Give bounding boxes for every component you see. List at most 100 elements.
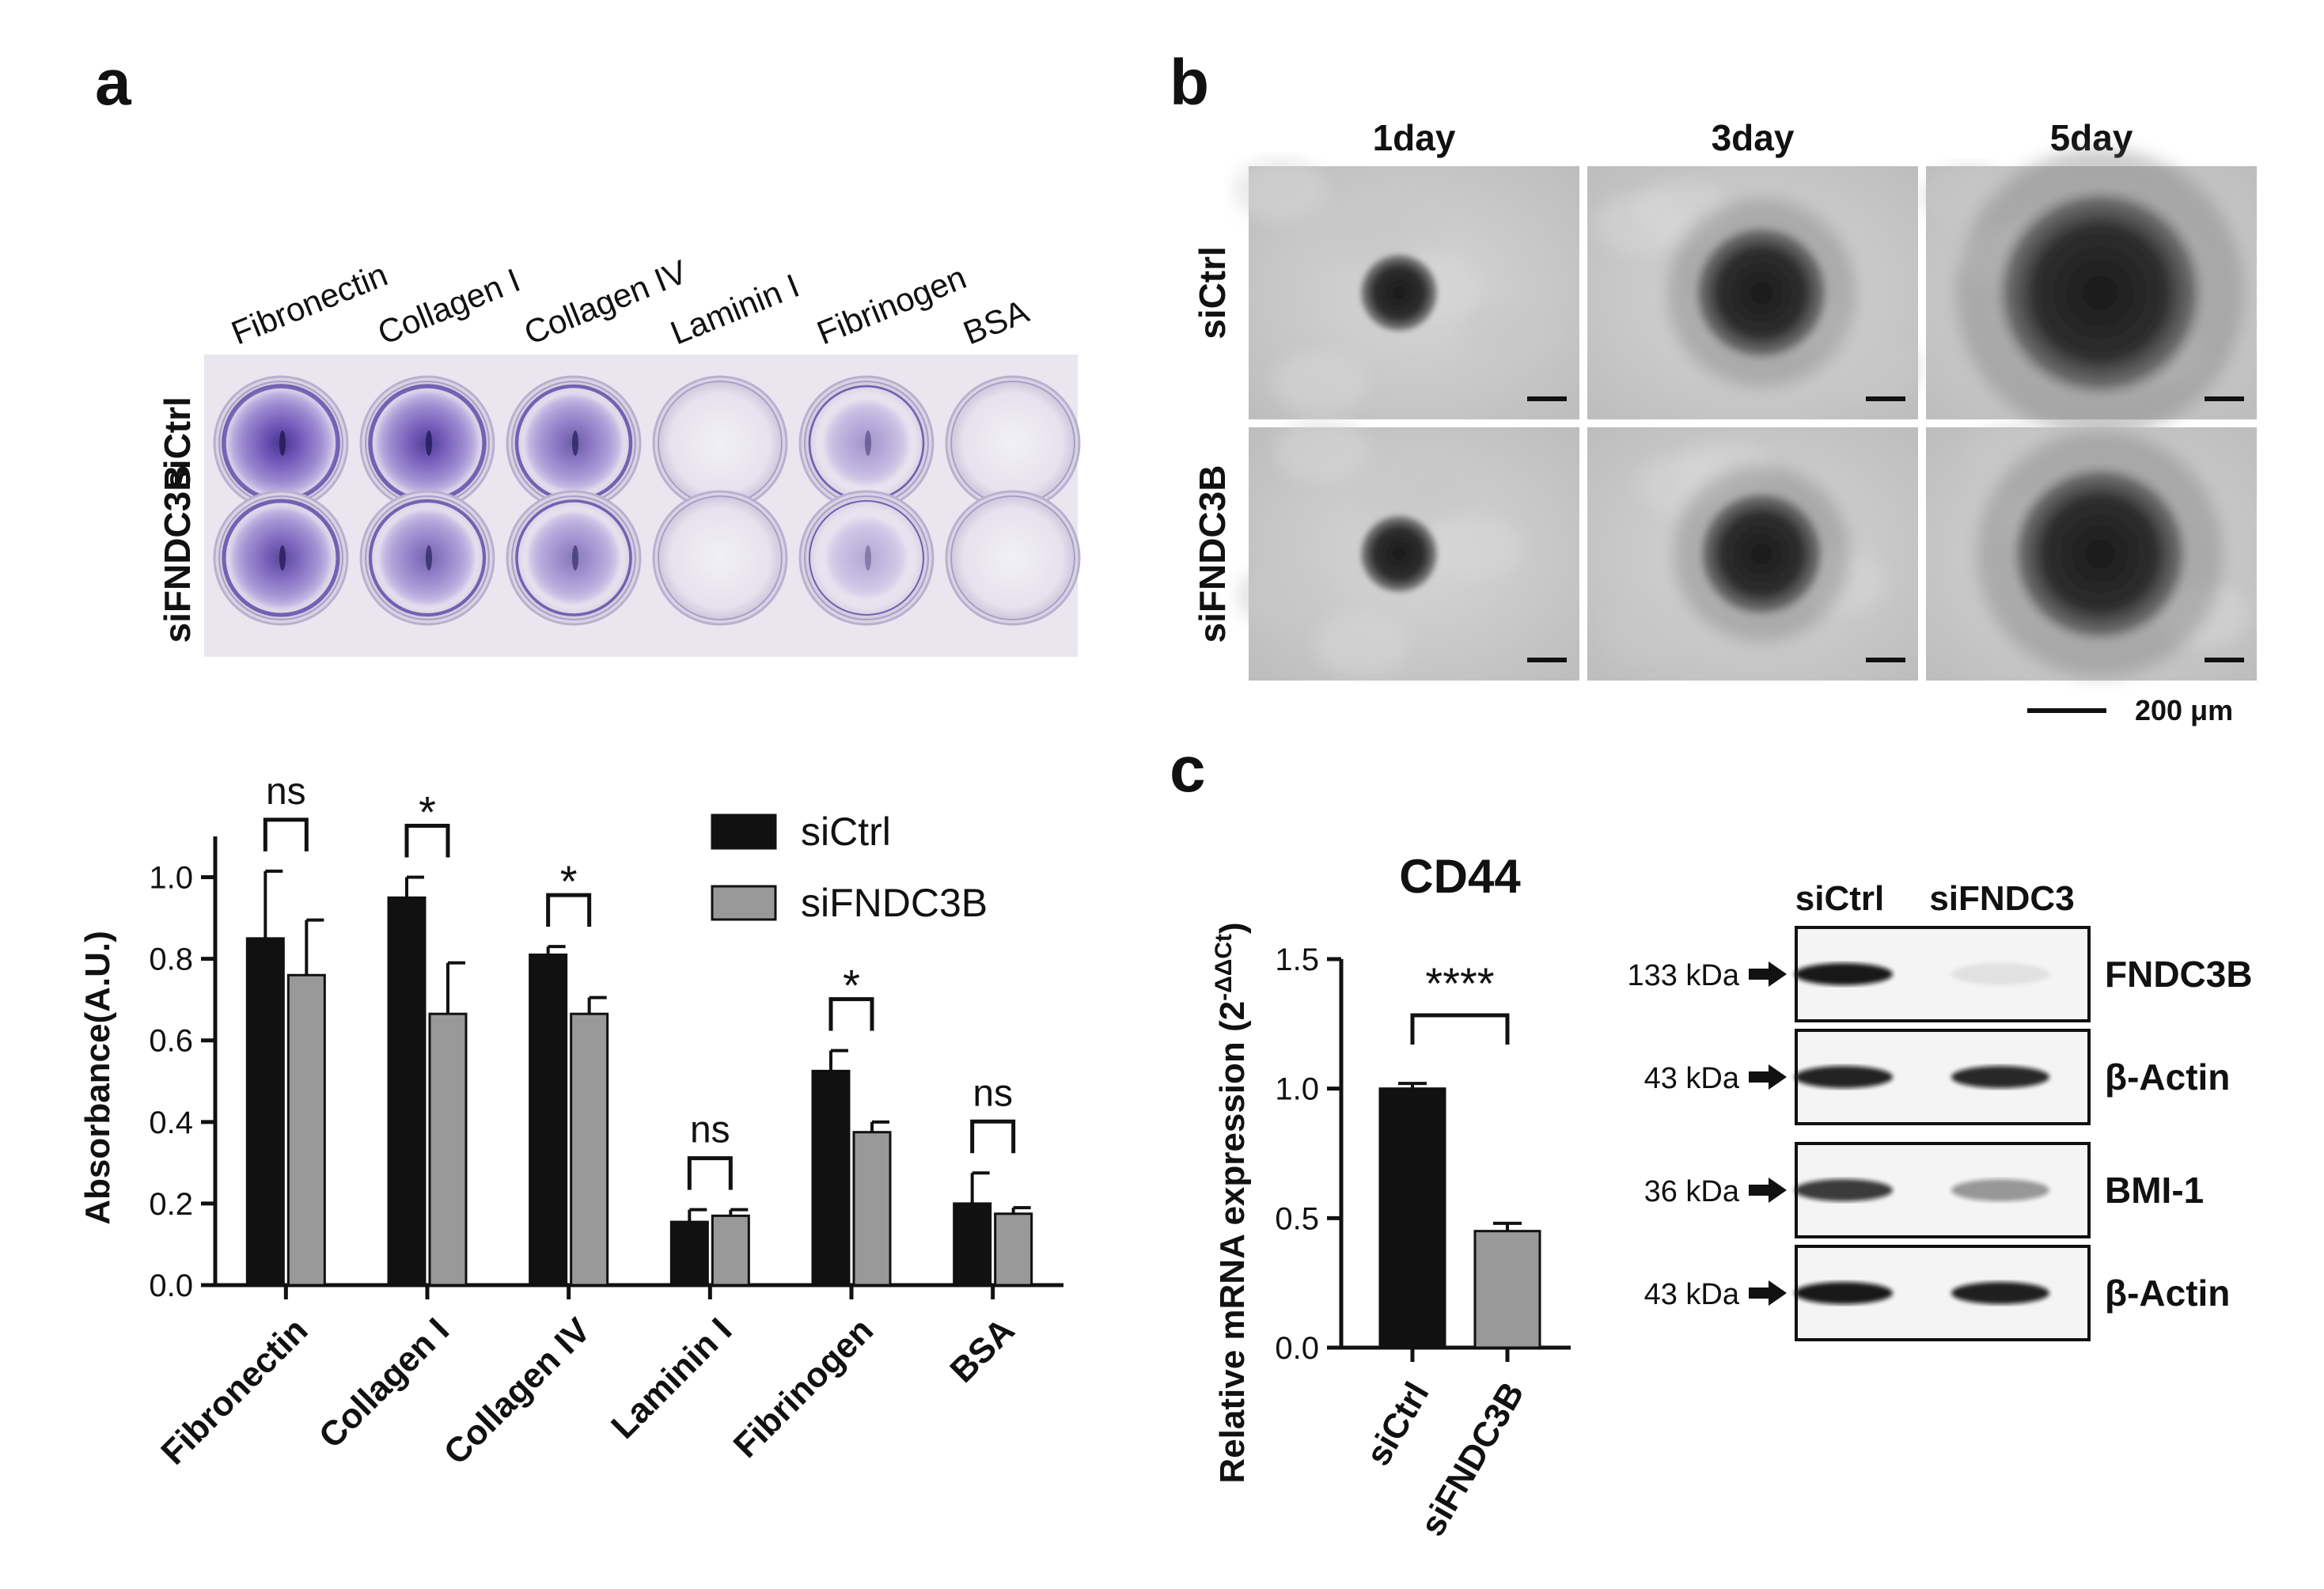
chart-a-bar	[245, 937, 285, 1287]
chart-a-bar	[428, 1012, 468, 1287]
plate-well	[652, 375, 788, 511]
plate-well	[652, 490, 788, 626]
chart-c-sig-bracket	[1410, 1013, 1510, 1045]
chart-a-bar	[711, 1214, 750, 1287]
western-blot-row: 36 kDa BMI-1	[1644, 1142, 2204, 1238]
western-column-label: siCtrl	[1795, 879, 1884, 918]
arrow-right-icon	[1749, 961, 1787, 987]
spheroid-column-title: 3day	[1712, 117, 1795, 158]
plate-well	[798, 375, 935, 511]
western-blot: siCtrl siFNDC3 133 kDa FNDC3B 43 kDa β-Actin 3…	[1627, 879, 2253, 1341]
chart-a-sig-bracket	[546, 893, 592, 927]
chart-a-bar	[669, 1220, 709, 1287]
plate-row-label-0: siCtrl	[157, 396, 198, 490]
western-band	[1795, 1066, 1893, 1088]
chart-a-y-tick-label: 0.2	[149, 1187, 193, 1222]
western-kda-label: 43 kDa	[1644, 1278, 1740, 1311]
western-band	[1795, 1179, 1893, 1201]
chart-c-category-label: siCtrl	[1359, 1376, 1437, 1473]
plate-well	[213, 490, 349, 626]
plate-well-label: Fibronectin	[226, 256, 392, 351]
chart-a-sig-label: *	[843, 961, 860, 1011]
chart-a-category-label: Fibrinogen	[726, 1310, 881, 1465]
western-band	[1951, 1179, 2049, 1201]
plate-row-label-1: siFNDC3B	[157, 465, 198, 643]
chart-c-title: CD44	[1399, 850, 1521, 903]
spheroid-row-label: siFNDC3B	[1192, 465, 1233, 643]
western-kda-label: 133 kDa	[1627, 959, 1739, 992]
plate-well-label: Fibrinogen	[812, 258, 972, 351]
plate-well-label: Collagen IV	[519, 252, 692, 351]
arrow-right-icon	[1749, 1280, 1787, 1306]
western-band	[1795, 1282, 1893, 1304]
chart-c-bar	[1378, 1087, 1446, 1349]
western-column-label: siFNDC3	[1929, 879, 2074, 918]
chart-a-category-label: Collagen IV	[437, 1310, 599, 1473]
western-band	[1795, 963, 1893, 985]
arrow-right-icon	[1749, 1064, 1787, 1090]
chart-a-category-label: Laminin I	[604, 1310, 739, 1446]
panel-letter-c: c	[1170, 734, 1206, 806]
chart-a-sig-bracket	[970, 1119, 1016, 1154]
chart-a-legend-label: siFNDC3B	[801, 881, 988, 925]
panel-letter-b: b	[1170, 47, 1209, 119]
western-protein-label: BMI-1	[2105, 1170, 2204, 1211]
chart-a-sig-label: ns	[266, 771, 306, 813]
chart-a-sig-label: *	[419, 787, 436, 837]
western-kda-label: 36 kDa	[1644, 1175, 1740, 1208]
scale-bar-label: 200 μm	[2135, 694, 2233, 726]
western-kda-label: 43 kDa	[1644, 1062, 1740, 1095]
chart-a-sig-bracket	[687, 1156, 733, 1190]
chart-a-bar	[994, 1212, 1033, 1287]
western-blot-row: 43 kDa β-Actin	[1644, 1029, 2230, 1125]
chart-a-sig-bracket	[828, 997, 874, 1031]
chart-a-y-tick-label: 0.0	[149, 1269, 193, 1303]
arrow-right-icon	[1749, 1178, 1787, 1203]
chart-c-bar	[1473, 1230, 1541, 1349]
plate-well	[359, 490, 495, 626]
spheroid-micrograph	[1233, 158, 1579, 419]
chart-c-ylabel: Relative mRNA expression (2-ΔΔCt)	[1211, 922, 1253, 1483]
plate-well	[945, 375, 1081, 511]
spheroid-column-title: 1day	[1373, 117, 1456, 158]
plate-well	[945, 490, 1081, 626]
chart-a-bar	[953, 1202, 992, 1287]
chart-a-sig-bracket	[263, 817, 309, 851]
spheroid-micrograph	[1587, 166, 1921, 419]
western-protein-label: β-Actin	[2105, 1272, 2230, 1314]
chart-c-y-tick-label: 0.5	[1275, 1201, 1319, 1236]
chart-c-sig-label: ****	[1425, 958, 1494, 1008]
chart-a-sig-bracket	[404, 824, 450, 858]
plate-well	[798, 490, 935, 626]
western-protein-label: β-Actin	[2105, 1056, 2230, 1098]
western-band	[1951, 1282, 2049, 1304]
western-band	[1951, 1066, 2049, 1088]
chart-a-legend: siCtrl siFNDC3B	[711, 810, 988, 925]
chart-a-category-label: BSA	[942, 1310, 1022, 1390]
chart-a-sig-label: ns	[690, 1109, 730, 1151]
western-blot-row: 133 kDa FNDC3B	[1627, 926, 2253, 1022]
western-protein-label: FNDC3B	[2105, 954, 2253, 995]
chart-a-bar	[387, 896, 427, 1287]
chart-a-bar	[286, 973, 326, 1287]
plate-well	[213, 375, 349, 511]
chart-a-y-tick-label: 0.4	[149, 1105, 193, 1140]
chart-a-category-label: Collagen I	[312, 1310, 457, 1455]
chart-a-legend-label: siCtrl	[801, 810, 891, 854]
spheroid-micrograph	[1926, 427, 2257, 681]
chart-a-legend-swatch	[711, 813, 777, 850]
chart-c-y-tick-label: 1.0	[1275, 1072, 1319, 1107]
chart-a-y-tick-label: 0.8	[149, 942, 193, 977]
chart-a-sig-label: ns	[972, 1072, 1013, 1114]
chart-a-sig-label: *	[560, 856, 578, 906]
chart-a-y-tick-label: 0.6	[149, 1024, 193, 1059]
chart-a-legend-swatch	[711, 885, 777, 921]
plate-well	[506, 490, 642, 626]
chart-c-y-tick-label: 1.5	[1275, 942, 1319, 977]
chart-a-bar	[570, 1012, 609, 1287]
plate-background	[204, 355, 1078, 657]
